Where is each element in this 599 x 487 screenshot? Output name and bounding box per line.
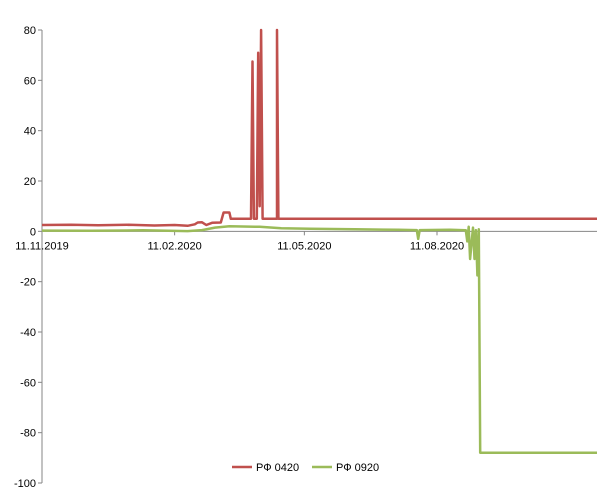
x-tick-label: 11.08.2020 (410, 240, 464, 252)
y-tick-label: 40 (24, 126, 36, 138)
y-tick-label: 0 (30, 226, 36, 238)
y-tick-label: -60 (20, 377, 36, 389)
y-tick-label: 20 (24, 176, 36, 188)
y-tick-label: 60 (24, 75, 36, 87)
y-tick-label: -40 (20, 327, 36, 339)
series-lines (41, 28, 597, 455)
legend: РФ 0420 РФ 0920 (232, 462, 379, 474)
y-axis: 80 60 40 20 0 -20 -40 -60 -80 -100 (14, 25, 43, 487)
y-tick-label: -80 (20, 428, 36, 440)
y-tick-label: -20 (20, 277, 36, 289)
series-line-2 (41, 225, 597, 455)
x-tick-label: 11.05.2020 (277, 240, 331, 252)
x-tick-label: 11.02.2020 (147, 240, 201, 252)
x-axis: 11.11.2019 11.02.2020 11.05.2020 11.08.2020 (15, 230, 597, 252)
y-tick-label: -100 (14, 478, 36, 487)
x-tick-label: 11.11.2019 (15, 240, 68, 252)
legend-label-1: РФ 0420 (256, 462, 299, 474)
series-line-1 (41, 28, 597, 228)
legend-label-2: РФ 0920 (336, 462, 379, 474)
y-tick-label: 80 (24, 25, 36, 37)
